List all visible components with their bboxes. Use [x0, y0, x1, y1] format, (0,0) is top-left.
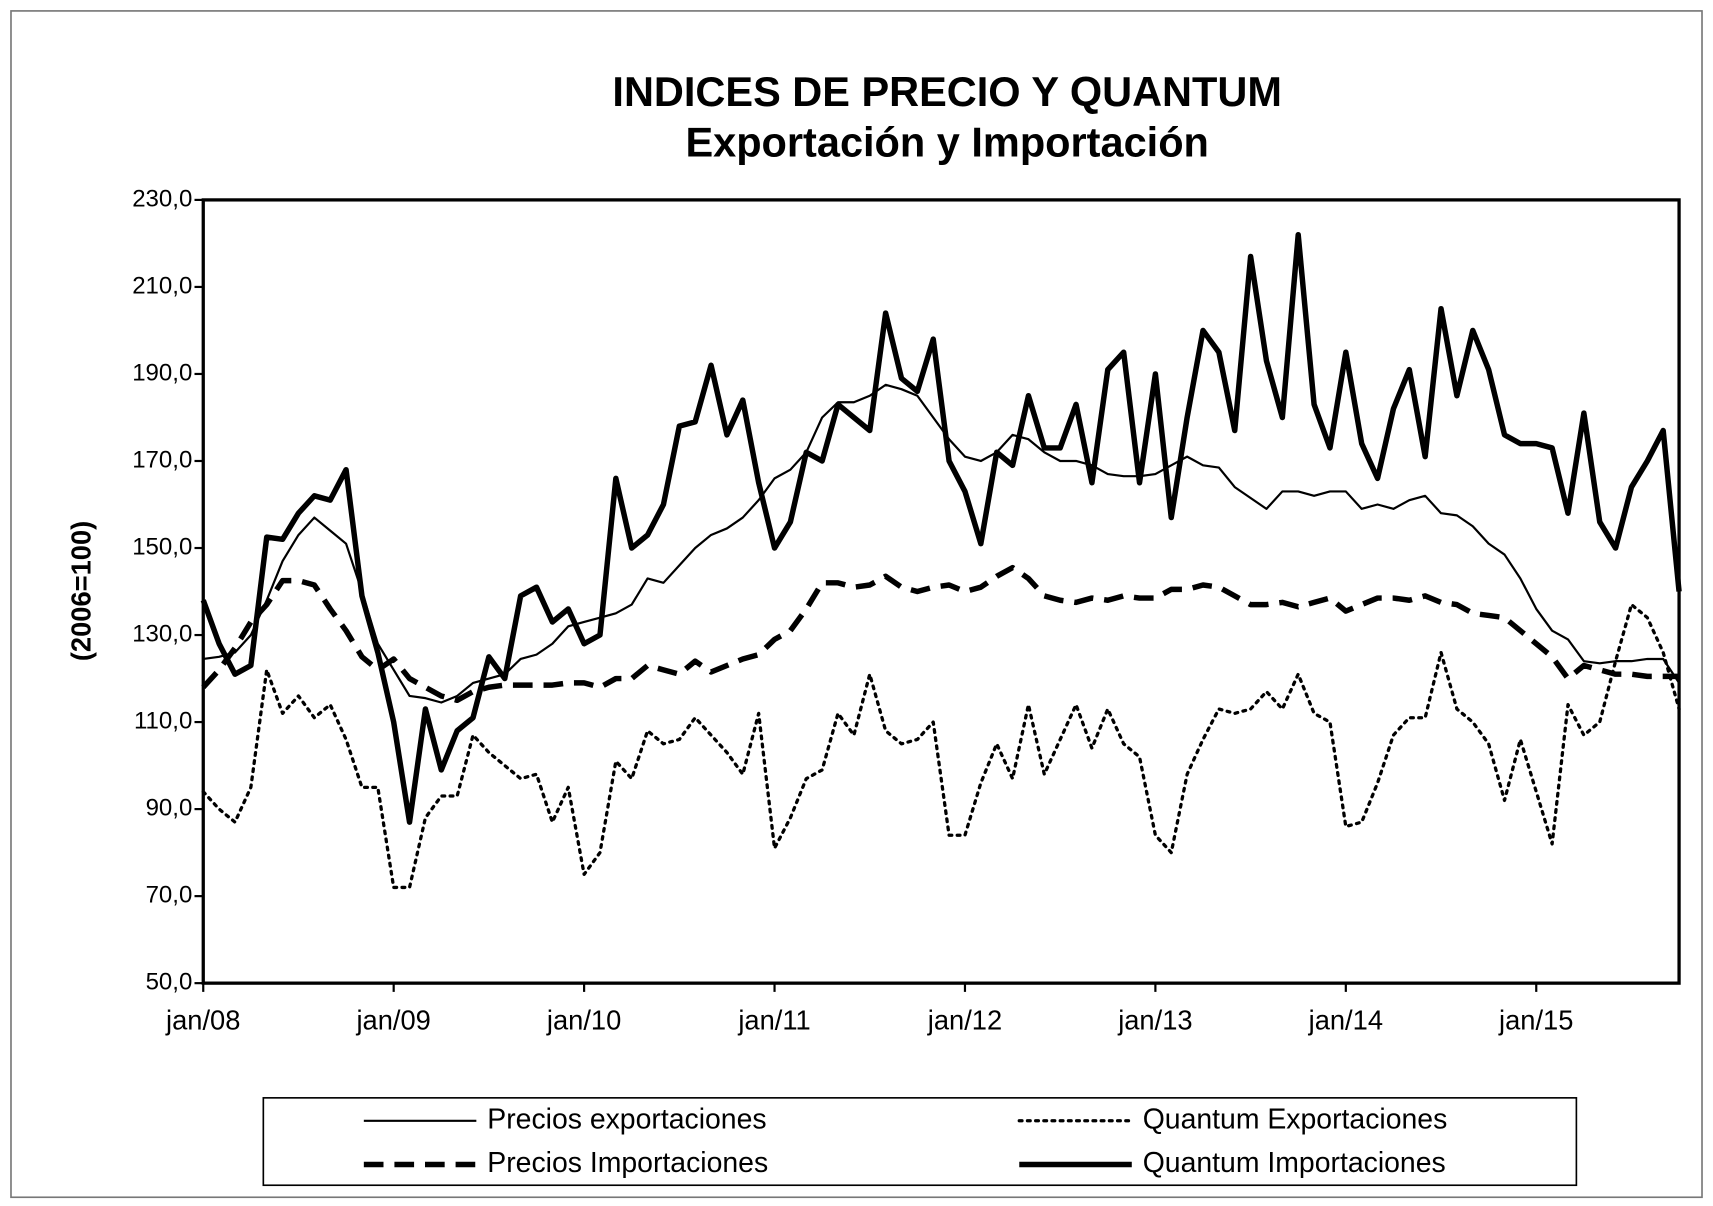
- y-tick-label: 150,0: [132, 533, 192, 560]
- x-tick-label: jan/11: [737, 1005, 810, 1036]
- y-tick-label: 170,0: [132, 446, 192, 473]
- chart-title: INDICES DE PRECIO Y QUANTUM: [612, 68, 1281, 115]
- series-line: [201, 564, 1680, 704]
- y-tick-label: 210,0: [132, 272, 192, 299]
- legend-box: [262, 1097, 1578, 1187]
- y-axis-label: (2006=100): [65, 521, 96, 661]
- y-tick-label: 130,0: [132, 620, 192, 647]
- x-tick-label: jan/15: [1498, 1005, 1573, 1036]
- x-tick-label: jan/13: [1117, 1005, 1192, 1036]
- series-line: [201, 602, 1681, 890]
- series-line: [203, 383, 1680, 704]
- plot-frame: [201, 198, 1681, 985]
- legend-label: Quantum Exportaciones: [1143, 1103, 1448, 1135]
- x-tick-label: jan/12: [927, 1005, 1002, 1036]
- y-tick-label: 230,0: [132, 185, 192, 212]
- x-tick-label: jan/09: [355, 1005, 430, 1036]
- x-tick-label: jan/14: [1308, 1005, 1383, 1036]
- y-tick-label: 110,0: [134, 707, 192, 734]
- y-tick-label: 190,0: [132, 359, 192, 386]
- x-tick-label: jan/08: [165, 1005, 240, 1036]
- y-tick-label: 70,0: [146, 881, 193, 908]
- legend-label: Precios Importaciones: [487, 1147, 768, 1179]
- legend-label: Precios exportaciones: [487, 1103, 766, 1135]
- series-line: [200, 231, 1682, 825]
- x-tick-label: jan/10: [546, 1005, 621, 1036]
- chart-subtitle: Exportación y Importación: [685, 118, 1208, 165]
- chart-border: [10, 10, 1703, 1199]
- y-tick-label: 90,0: [146, 794, 193, 821]
- y-tick-label: 50,0: [146, 968, 193, 995]
- legend-label: Quantum Importaciones: [1143, 1147, 1446, 1179]
